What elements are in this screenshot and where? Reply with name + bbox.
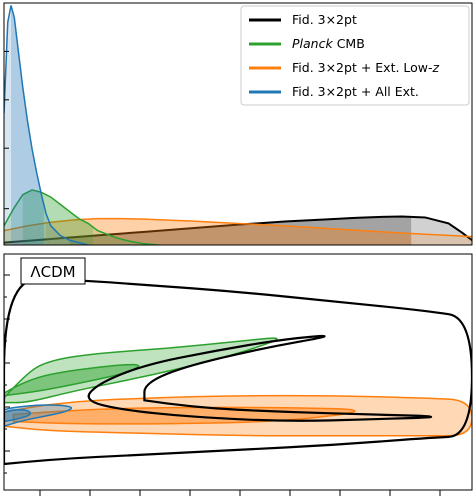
density-fill-fid bbox=[4, 216, 472, 245]
density-band-fid bbox=[69, 216, 412, 245]
contour-inner-planck bbox=[4, 363, 140, 397]
legend-label-fid: Fid. 3×2pt bbox=[292, 12, 357, 27]
legend-box bbox=[240, 5, 470, 106]
legend-label-planck-suffix: CMB bbox=[333, 36, 365, 51]
density-band-lowz bbox=[46, 218, 412, 245]
top-axis-ticks bbox=[4, 50, 9, 210]
legend-label-lowz: Fid. 3×2pt + Ext. Low-z bbox=[292, 60, 440, 75]
density-line-allext bbox=[4, 5, 89, 245]
legend: Fid. 3×2pt Planck CMB Fid. 3×2pt + Ext. … bbox=[240, 5, 470, 106]
top-panel-frame bbox=[3, 2, 473, 246]
model-badge-label: ΛCDM bbox=[30, 263, 75, 281]
contour-inner-allext bbox=[4, 409, 32, 423]
legend-label-allext: Fid. 3×2pt + All Ext. bbox=[292, 84, 419, 99]
density-band-planck bbox=[22, 190, 93, 245]
model-badge: ΛCDM bbox=[20, 257, 86, 285]
bottom-axis-ticks bbox=[4, 274, 441, 496]
contour-inner-fid bbox=[87, 334, 433, 422]
density-band-allext bbox=[11, 5, 44, 245]
bottom-panel-frame bbox=[3, 253, 473, 491]
model-badge-box bbox=[20, 257, 86, 285]
legend-label-planck-italic: Planck bbox=[292, 36, 333, 51]
density-fill-planck bbox=[4, 189, 159, 245]
contour-outer-planck bbox=[4, 337, 278, 404]
contour-outer-fid bbox=[4, 277, 472, 466]
legend-label-lowz-main: Fid. 3×2pt + Ext. Low- bbox=[292, 60, 433, 75]
bottom-panel bbox=[3, 253, 473, 496]
density-line-planck bbox=[4, 189, 159, 245]
density-line-fid bbox=[4, 215, 472, 244]
bottom-plot-area bbox=[4, 277, 472, 466]
top-panel bbox=[3, 2, 473, 246]
legend-label-planck: Planck CMB bbox=[292, 36, 365, 51]
legend-label-lowz-z: z bbox=[432, 60, 440, 75]
top-plot-area bbox=[4, 5, 472, 245]
density-fill-allext bbox=[4, 5, 89, 245]
